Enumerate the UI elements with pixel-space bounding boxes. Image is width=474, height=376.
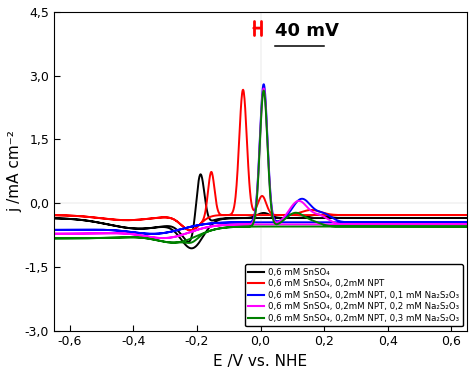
0,6 mM SnSO₄, 0,2mM NPT, 0,3 mM Na₂S₂O₃ — [427, 224, 432, 229]
0,6 mM SnSO₄ — [165, 224, 171, 228]
0,6 mM SnSO₄, 0,2mM NPT, 0,1 mM Na₂S₂O₃ — [51, 227, 57, 232]
0,6 mM SnSO₄, 0,2mM NPT — [115, 218, 120, 222]
0,6 mM SnSO₄, 0,2mM NPT — [188, 228, 193, 232]
0,6 mM SnSO₄, 0,2mM NPT, 0,2 mM Na₂S₂O₃ — [427, 222, 432, 227]
0,6 mM SnSO₄, 0,2mM NPT — [165, 215, 171, 220]
0,6 mM SnSO₄, 0,2mM NPT, 0,3 mM Na₂S₂O₃ — [142, 236, 147, 240]
0,6 mM SnSO₄, 0,2mM NPT — [74, 214, 80, 218]
0,6 mM SnSO₄, 0,2mM NPT, 0,1 mM Na₂S₂O₃ — [427, 220, 432, 224]
Line: 0,6 mM SnSO₄: 0,6 mM SnSO₄ — [54, 174, 467, 248]
0,6 mM SnSO₄ — [51, 216, 57, 221]
0,6 mM SnSO₄, 0,2mM NPT, 0,2 mM Na₂S₂O₃ — [261, 86, 266, 91]
Line: 0,6 mM SnSO₄, 0,2mM NPT: 0,6 mM SnSO₄, 0,2mM NPT — [54, 90, 467, 230]
0,6 mM SnSO₄, 0,2mM NPT, 0,3 mM Na₂S₂O₃ — [177, 240, 182, 244]
0,6 mM SnSO₄, 0,2mM NPT, 0,3 mM Na₂S₂O₃ — [51, 236, 57, 241]
0,6 mM SnSO₄, 0,2mM NPT, 0,1 mM Na₂S₂O₃ — [177, 227, 182, 232]
0,6 mM SnSO₄, 0,2mM NPT, 0,1 mM Na₂S₂O₃ — [51, 227, 57, 232]
0,6 mM SnSO₄, 0,2mM NPT, 0,1 mM Na₂S₂O₃ — [74, 227, 80, 232]
0,6 mM SnSO₄ — [189, 246, 194, 250]
0,6 mM SnSO₄ — [177, 235, 182, 240]
Legend: 0,6 mM SnSO₄, 0,6 mM SnSO₄, 0,2mM NPT, 0,6 mM SnSO₄, 0,2mM NPT, 0,1 mM Na₂S₂O₃, : 0,6 mM SnSO₄, 0,6 mM SnSO₄, 0,2mM NPT, 0… — [245, 264, 463, 326]
0,6 mM SnSO₄, 0,2mM NPT, 0,3 mM Na₂S₂O₃ — [51, 236, 57, 241]
0,6 mM SnSO₄, 0,2mM NPT, 0,2 mM Na₂S₂O₃ — [51, 232, 57, 236]
0,6 mM SnSO₄, 0,2mM NPT — [240, 88, 246, 92]
0,6 mM SnSO₄ — [142, 226, 147, 231]
0,6 mM SnSO₄, 0,2mM NPT, 0,2 mM Na₂S₂O₃ — [74, 231, 80, 236]
0,6 mM SnSO₄, 0,2mM NPT, 0,3 mM Na₂S₂O₃ — [261, 88, 266, 93]
0,6 mM SnSO₄, 0,2mM NPT, 0,2 mM Na₂S₂O₃ — [51, 232, 57, 236]
0,6 mM SnSO₄, 0,2mM NPT, 0,3 mM Na₂S₂O₃ — [115, 235, 120, 240]
Text: 40 mV: 40 mV — [275, 23, 339, 41]
0,6 mM SnSO₄, 0,2mM NPT, 0,1 mM Na₂S₂O₃ — [165, 230, 171, 235]
0,6 mM SnSO₄, 0,2mM NPT, 0,3 mM Na₂S₂O₃ — [186, 241, 191, 245]
0,6 mM SnSO₄, 0,2mM NPT, 0,1 mM Na₂S₂O₃ — [150, 232, 155, 236]
0,6 mM SnSO₄, 0,2mM NPT, 0,2 mM Na₂S₂O₃ — [160, 236, 166, 240]
Line: 0,6 mM SnSO₄, 0,2mM NPT, 0,2 mM Na₂S₂O₃: 0,6 mM SnSO₄, 0,2mM NPT, 0,2 mM Na₂S₂O₃ — [54, 88, 467, 238]
0,6 mM SnSO₄ — [115, 224, 120, 229]
0,6 mM SnSO₄, 0,2mM NPT, 0,2 mM Na₂S₂O₃ — [142, 234, 147, 238]
0,6 mM SnSO₄, 0,2mM NPT, 0,2 mM Na₂S₂O₃ — [165, 236, 171, 240]
0,6 mM SnSO₄, 0,2mM NPT — [51, 213, 57, 217]
0,6 mM SnSO₄, 0,2mM NPT — [51, 213, 57, 217]
0,6 mM SnSO₄ — [198, 172, 203, 177]
Line: 0,6 mM SnSO₄, 0,2mM NPT, 0,1 mM Na₂S₂O₃: 0,6 mM SnSO₄, 0,2mM NPT, 0,1 mM Na₂S₂O₃ — [54, 84, 467, 234]
0,6 mM SnSO₄, 0,2mM NPT, 0,1 mM Na₂S₂O₃ — [142, 231, 147, 236]
0,6 mM SnSO₄, 0,2mM NPT — [177, 221, 182, 226]
0,6 mM SnSO₄, 0,2mM NPT — [142, 217, 147, 221]
0,6 mM SnSO₄, 0,2mM NPT, 0,1 mM Na₂S₂O₃ — [115, 228, 120, 233]
0,6 mM SnSO₄, 0,2mM NPT — [426, 213, 432, 217]
0,6 mM SnSO₄, 0,2mM NPT, 0,2 mM Na₂S₂O₃ — [115, 231, 120, 235]
X-axis label: E /V vs. NHE: E /V vs. NHE — [213, 354, 308, 369]
0,6 mM SnSO₄, 0,2mM NPT, 0,2 mM Na₂S₂O₃ — [177, 233, 182, 238]
Line: 0,6 mM SnSO₄, 0,2mM NPT, 0,3 mM Na₂S₂O₃: 0,6 mM SnSO₄, 0,2mM NPT, 0,3 mM Na₂S₂O₃ — [54, 91, 467, 243]
0,6 mM SnSO₄ — [427, 216, 432, 220]
0,6 mM SnSO₄ — [51, 216, 57, 221]
0,6 mM SnSO₄, 0,2mM NPT, 0,3 mM Na₂S₂O₃ — [165, 240, 171, 244]
0,6 mM SnSO₄, 0,2mM NPT, 0,1 mM Na₂S₂O₃ — [261, 82, 266, 86]
0,6 mM SnSO₄, 0,2mM NPT, 0,3 mM Na₂S₂O₃ — [74, 236, 80, 241]
Y-axis label: j /mA cm⁻²: j /mA cm⁻² — [7, 130, 22, 212]
0,6 mM SnSO₄ — [74, 217, 80, 222]
